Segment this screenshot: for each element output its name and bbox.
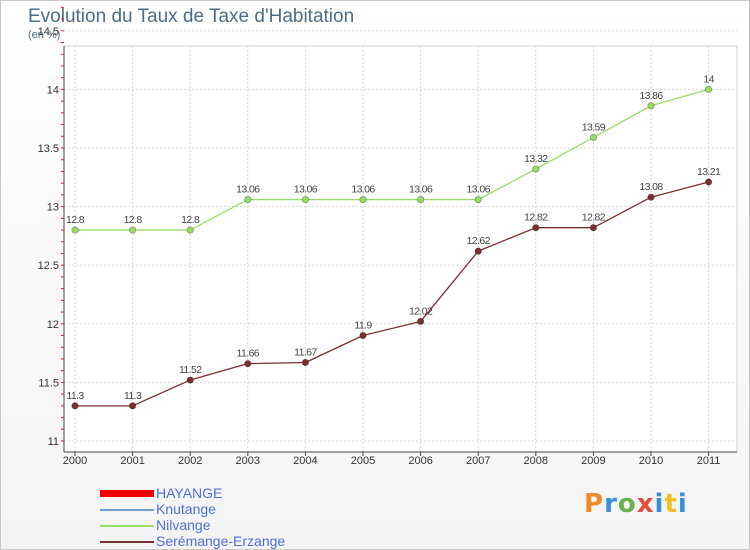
- data-point: [532, 165, 540, 173]
- logo-letter: t: [664, 489, 678, 519]
- data-point: [301, 195, 309, 204]
- y-tick-label: 12: [47, 319, 59, 331]
- data-point: [244, 360, 252, 368]
- data-label: 12.8: [124, 214, 143, 226]
- legend-label-knutange: Knutange: [156, 501, 216, 517]
- data-label: 14: [703, 73, 714, 85]
- data-label: 11.66: [237, 348, 260, 360]
- legend-swatch-hayange: [100, 490, 154, 497]
- data-point: [474, 195, 482, 204]
- legend-label-seremange-erzange: Serémange-Erzange: [156, 533, 286, 549]
- data-label: 11.52: [179, 364, 202, 376]
- data-label: 11.3: [66, 390, 84, 402]
- data-point: [71, 402, 79, 410]
- y-tick-label: 13.5: [38, 143, 59, 155]
- data-label: 11.3: [124, 390, 142, 402]
- data-label: 12.62: [467, 235, 491, 247]
- data-label: 12.8: [181, 214, 200, 226]
- x-tick-label: 2005: [351, 455, 375, 467]
- x-tick-label: 2001: [120, 455, 144, 467]
- data-point: [704, 178, 713, 186]
- data-label: 13.32: [524, 153, 548, 165]
- data-point: [359, 195, 367, 204]
- data-point: [416, 317, 425, 326]
- data-label: 13.06: [351, 184, 375, 196]
- data-point: [589, 133, 598, 142]
- logo-letter: P: [584, 489, 605, 519]
- proxiti-logo: Proxiti: [584, 489, 688, 519]
- x-tick-label: 2009: [581, 455, 605, 467]
- legend-swatch-seremange-erzange: [100, 541, 154, 543]
- logo-letter: i: [677, 489, 688, 519]
- series-line-2: [75, 88, 709, 231]
- data-label: 13.06: [409, 184, 433, 196]
- logo-letter: r: [604, 489, 618, 519]
- data-label: 12.82: [582, 212, 606, 224]
- y-tick-label: 12.5: [38, 260, 59, 272]
- data-point: [704, 85, 713, 94]
- data-label: 11.67: [294, 346, 317, 358]
- legend-swatch-nilvange: [100, 525, 154, 527]
- data-point: [532, 224, 540, 232]
- legend-label-hayange: HAYANGE: [156, 485, 223, 501]
- data-point: [416, 195, 425, 204]
- data-label: 13.06: [236, 184, 260, 196]
- data-label: 13.86: [639, 90, 663, 102]
- data-label: 13.08: [639, 181, 663, 193]
- x-tick-label: 2002: [178, 455, 202, 467]
- data-point: [129, 226, 137, 234]
- data-label: 11.9: [354, 320, 372, 332]
- y-tick-label: 14.5: [38, 26, 59, 38]
- data-point: [129, 402, 137, 410]
- data-point: [186, 226, 194, 234]
- y-tick-label: 13: [47, 202, 59, 214]
- data-point: [244, 195, 252, 204]
- x-tick-label: 2006: [408, 455, 432, 467]
- logo-letter: x: [636, 489, 655, 519]
- x-tick-label: 2011: [697, 455, 721, 467]
- y-tick-label: 11: [48, 436, 59, 448]
- data-label: 13.21: [697, 166, 721, 178]
- logo-letter: o: [617, 489, 637, 519]
- x-tick-label: 2008: [524, 455, 548, 467]
- data-label: 12.02: [409, 305, 433, 317]
- x-tick-label: 2000: [63, 455, 87, 467]
- data-point: [186, 376, 194, 384]
- series-line-3: [75, 181, 709, 407]
- data-point: [474, 247, 482, 255]
- x-tick-label: 2004: [293, 455, 317, 467]
- data-point: [359, 331, 367, 340]
- data-point: [647, 193, 655, 201]
- chart-title: Evolution du Taux de Taxe d'Habitation: [28, 6, 355, 27]
- x-tick-label: 2010: [639, 455, 663, 467]
- x-tick-label: 2003: [236, 455, 260, 467]
- logo-letter: i: [654, 489, 665, 519]
- data-label: 12.8: [66, 214, 85, 226]
- data-point: [589, 224, 598, 232]
- plot-area: [63, 45, 738, 453]
- data-label: 12.82: [524, 212, 548, 224]
- data-point: [301, 358, 309, 367]
- y-tick-label: 11.5: [38, 377, 59, 389]
- data-label: 13.59: [582, 121, 606, 133]
- data-point: [71, 226, 79, 234]
- x-tick-label: 2007: [466, 455, 490, 467]
- data-point: [647, 102, 655, 110]
- y-tick-label: 14: [47, 84, 59, 96]
- data-label: 13.06: [294, 184, 318, 196]
- data-label: 13.06: [467, 184, 491, 196]
- legend-label-nilvange: Nilvange: [156, 517, 211, 533]
- chart-unit: (en %): [28, 29, 61, 41]
- legend-swatch-knutange: [100, 509, 154, 511]
